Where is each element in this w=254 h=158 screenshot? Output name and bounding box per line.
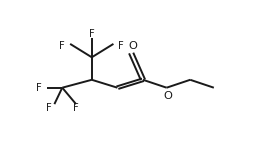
Text: F: F xyxy=(73,103,79,113)
Text: F: F xyxy=(36,83,41,93)
Text: O: O xyxy=(129,41,138,51)
Text: F: F xyxy=(118,41,124,51)
Text: F: F xyxy=(89,29,95,39)
Text: O: O xyxy=(163,91,172,101)
Text: F: F xyxy=(46,103,51,113)
Text: F: F xyxy=(59,41,65,51)
